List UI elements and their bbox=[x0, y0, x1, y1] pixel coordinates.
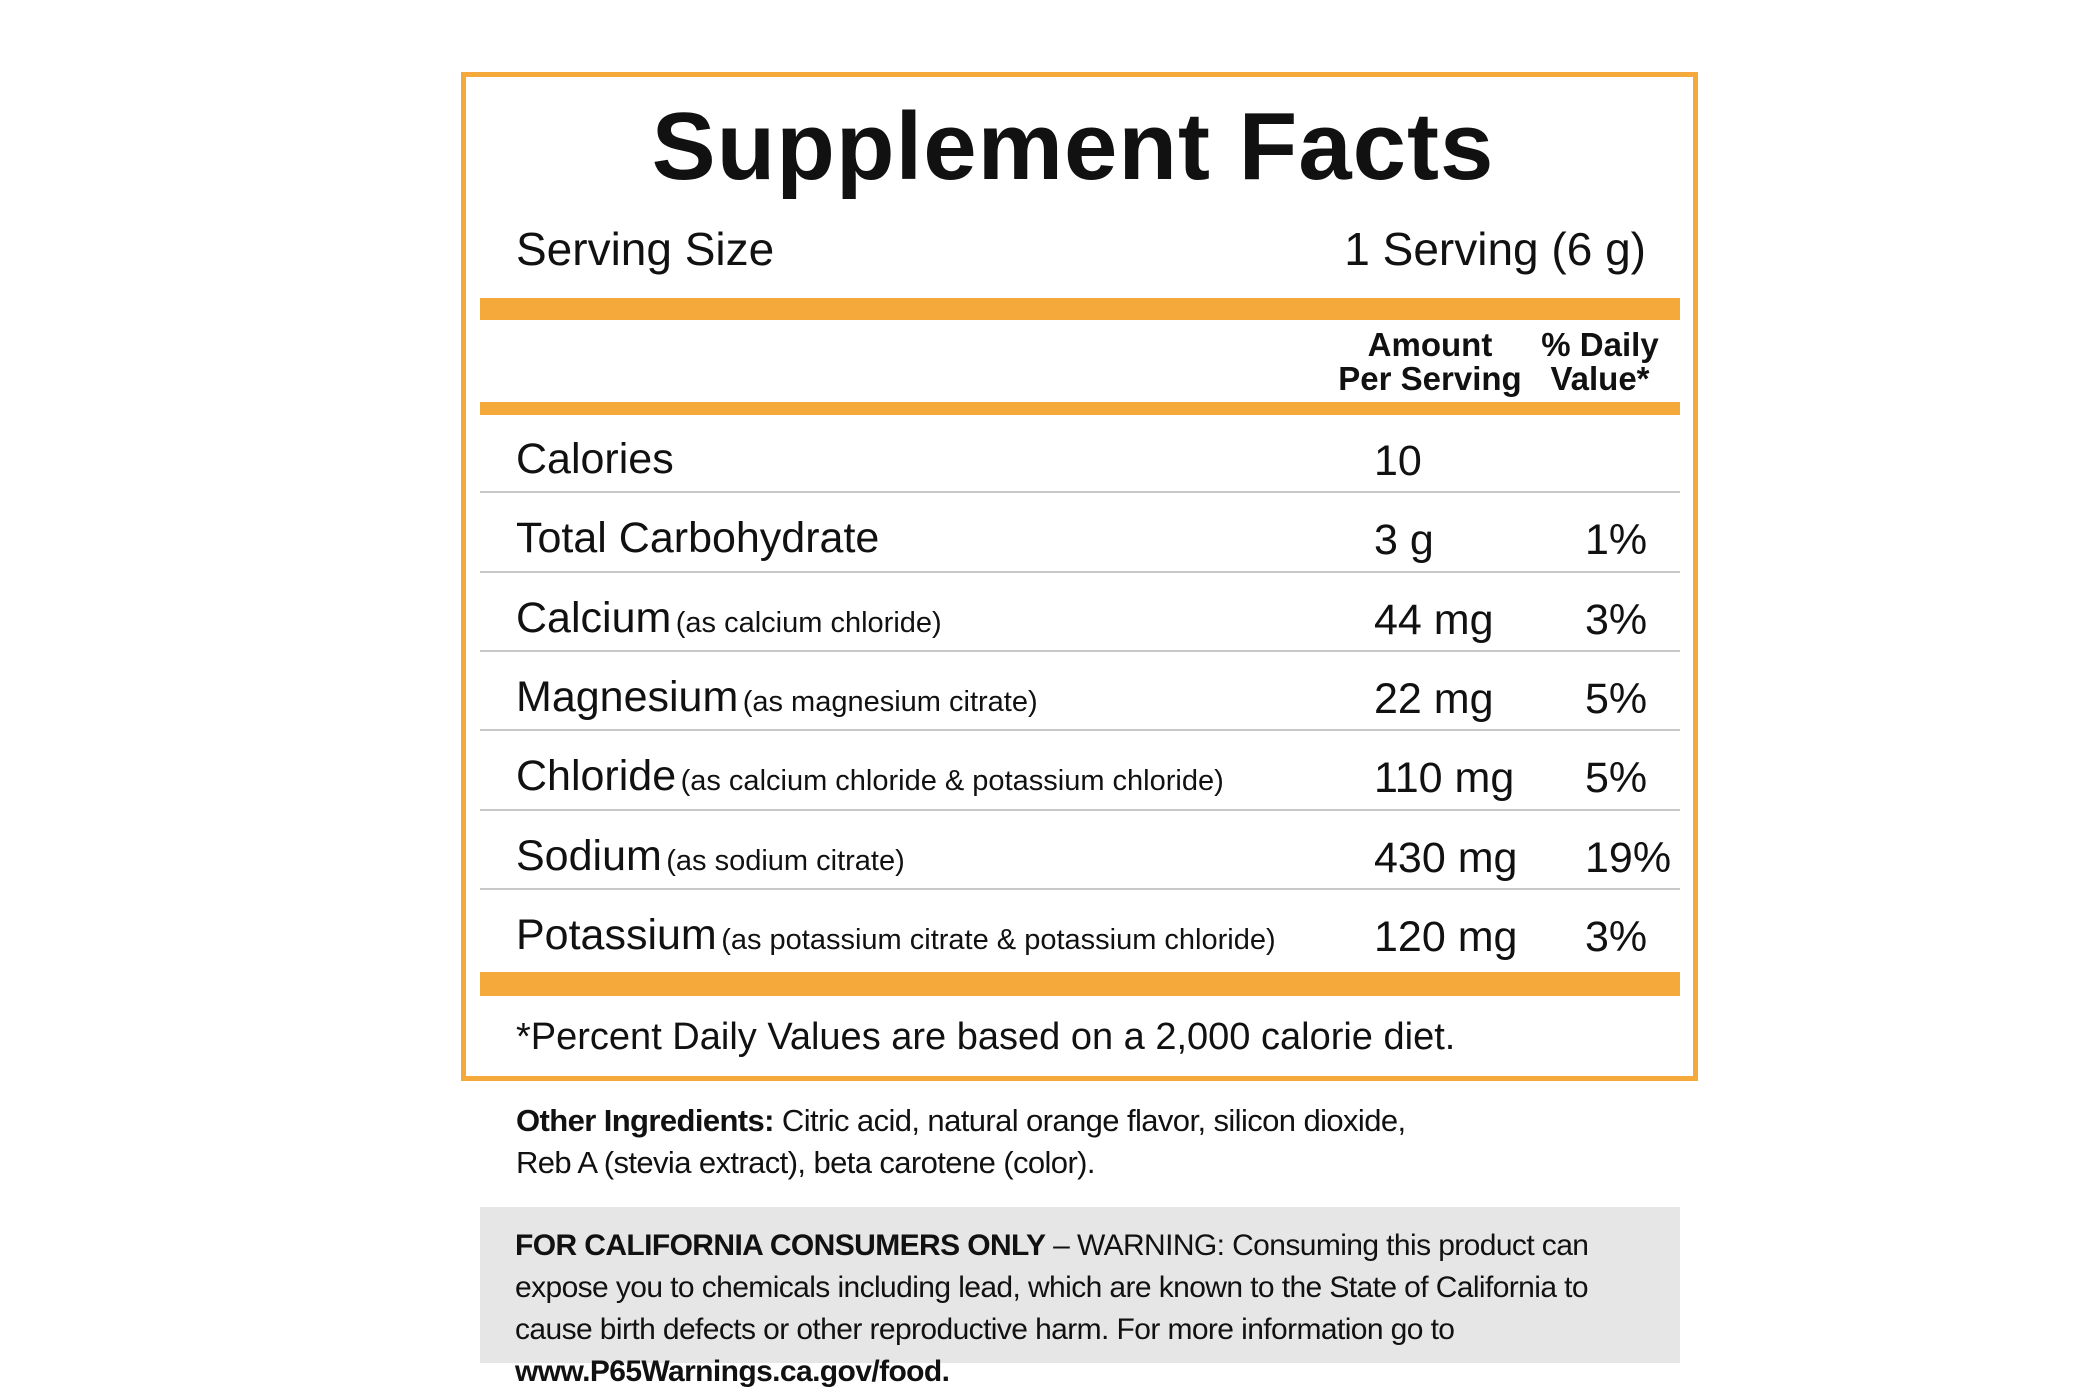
ingredients-line: Other Ingredients: Citric acid, natural … bbox=[516, 1100, 1406, 1142]
warning-label: FOR CALIFORNIA CONSUMERS ONLY bbox=[515, 1229, 1046, 1262]
row-label: Potassium (as potassium citrate & potass… bbox=[516, 911, 1276, 960]
row-label: Calcium (as calcium chloride) bbox=[516, 594, 942, 643]
serving-label: Serving Size bbox=[516, 223, 775, 275]
amount-header: Amount Per Serving bbox=[1330, 328, 1530, 396]
ingredients-text: Citric acid, natural orange flavor, sili… bbox=[781, 1103, 1406, 1138]
row-label: Sodium (as sodium citrate) bbox=[516, 832, 905, 881]
bar bbox=[480, 402, 1680, 415]
header-line: Per Serving bbox=[1338, 360, 1522, 397]
footnote: *Percent Daily Values are based on a 2,0… bbox=[516, 1016, 1456, 1058]
row-rule bbox=[480, 808, 1680, 811]
row-rule bbox=[480, 570, 1680, 573]
warning-box: FOR CALIFORNIA CONSUMERS ONLY – WARNING:… bbox=[480, 1207, 1680, 1388]
amount: 120 mg bbox=[1374, 912, 1518, 961]
row-rule bbox=[480, 491, 1680, 494]
nutrient-name: Total Carbohydrate bbox=[516, 514, 880, 563]
amount: 3 g bbox=[1374, 516, 1434, 565]
title: Supplement Facts bbox=[651, 93, 1495, 200]
nutrient-source: (as sodium citrate) bbox=[666, 844, 905, 877]
facts-panel bbox=[461, 72, 1698, 1081]
row-rule bbox=[480, 649, 1680, 652]
row-label: Total Carbohydrate bbox=[516, 514, 879, 563]
row-label: Magnesium (as magnesium citrate) bbox=[516, 673, 1038, 722]
nutrient-name: Calories bbox=[516, 435, 674, 483]
ingredients-label: Other Ingredients: bbox=[516, 1103, 775, 1138]
row-rule bbox=[480, 729, 1680, 732]
row-label: Chloride (as calcium chloride & potassiu… bbox=[516, 752, 1224, 801]
ingredients-text: Reb A (stevia extract), beta carotene (c… bbox=[516, 1145, 1096, 1180]
daily-value: 5% bbox=[1585, 674, 1648, 723]
nutrient-source: (as calcium chloride & potassium chlorid… bbox=[680, 765, 1224, 798]
nutrient-name: Sodium bbox=[516, 831, 662, 880]
header-line: Value* bbox=[1550, 360, 1650, 397]
daily-value: 5% bbox=[1585, 754, 1648, 803]
warning: FOR CALIFORNIA CONSUMERS ONLY – WARNING:… bbox=[515, 1225, 1665, 1393]
warning-text: – WARNING: Consuming this product can ex… bbox=[515, 1229, 1589, 1346]
nutrient-name: Magnesium bbox=[516, 672, 739, 721]
thick-bar bbox=[480, 972, 1680, 996]
nutrient-name: Chloride bbox=[516, 752, 677, 801]
daily-value: 3% bbox=[1585, 912, 1648, 961]
nutrient-name: Potassium bbox=[516, 910, 717, 959]
nutrient-name: Calcium bbox=[516, 593, 672, 642]
dv-header: % Daily Value* bbox=[1520, 328, 1680, 396]
nutrient-source: (as potassium citrate & potassium chlori… bbox=[721, 923, 1276, 956]
amount: 22 mg bbox=[1374, 674, 1494, 723]
amount: 10 bbox=[1374, 437, 1422, 485]
amount: 430 mg bbox=[1374, 833, 1518, 882]
daily-value: 3% bbox=[1585, 595, 1648, 644]
daily-value: 1% bbox=[1585, 516, 1648, 565]
other-ingredients: Other Ingredients: Citric acid, natural … bbox=[516, 1100, 1406, 1184]
warning-url: www.P65Warnings.ca.gov/food. bbox=[515, 1355, 950, 1388]
thick-bar bbox=[480, 298, 1680, 320]
nutrient-source: (as calcium chloride) bbox=[675, 606, 942, 639]
nutrient-source: (as magnesium citrate) bbox=[742, 685, 1038, 718]
row-label: Calories bbox=[516, 435, 674, 484]
amount: 44 mg bbox=[1374, 595, 1494, 644]
serving-value: 1 Serving (6 g) bbox=[1344, 223, 1646, 275]
row-rule bbox=[480, 887, 1680, 890]
daily-value: 19% bbox=[1585, 833, 1672, 882]
header-line: Amount bbox=[1367, 326, 1493, 363]
amount: 110 mg bbox=[1374, 754, 1515, 803]
header-line: % Daily bbox=[1541, 326, 1659, 363]
